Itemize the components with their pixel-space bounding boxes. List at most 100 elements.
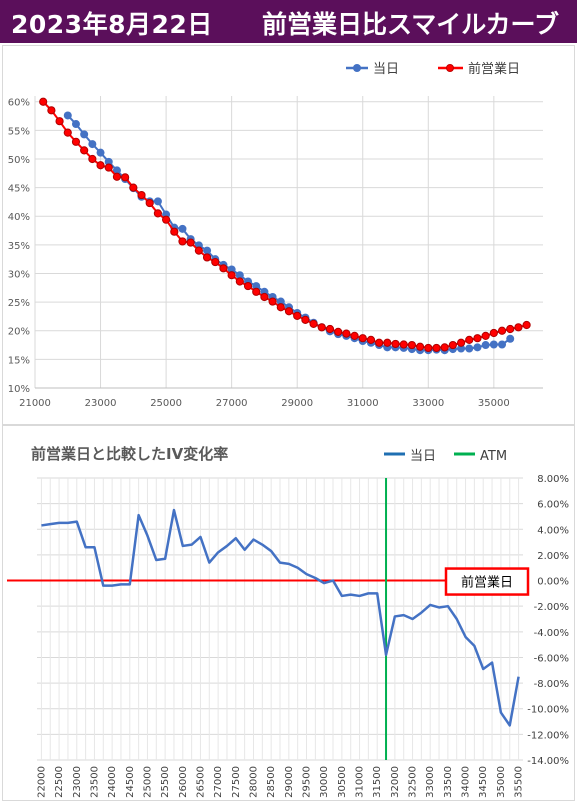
today-point <box>96 148 105 157</box>
smile-x-tick-label: 23000 <box>85 398 117 409</box>
smile-curve-panel: 10% 15% 20% 25% 30% 35% 40% 45% 50% 55% 60% 21000 2… <box>2 45 575 425</box>
prev-day-point <box>358 334 367 343</box>
prev-day-point <box>88 154 97 164</box>
iv-lines <box>7 478 523 760</box>
smile-y-tick-label: 10% <box>8 384 30 395</box>
today-point <box>465 344 474 353</box>
iv-x-tick-label: 23000 <box>72 766 83 798</box>
prev-day-point <box>129 183 138 192</box>
today-point <box>63 111 72 120</box>
iv-y-tick-label: -4.00% <box>534 628 569 639</box>
smile-legend: 当日 前営業日 <box>346 61 520 77</box>
prev-day-point <box>366 335 376 345</box>
iv-y-tick-label: 6.00% <box>537 500 569 511</box>
iv-x-tick-label: 35000 <box>496 766 507 798</box>
iv-x-tick-label: 28500 <box>266 766 277 798</box>
smile-y-tick-label: 45% <box>8 184 30 195</box>
smile-curve-chart: 10%15%20%25%30%35%40%45%50%55%60% 21000 2… <box>8 61 543 409</box>
prev-day-point <box>448 340 457 350</box>
prev-day-point <box>112 172 122 181</box>
iv-x-tick-label: 34000 <box>461 766 472 798</box>
iv-x-tick-label: 24500 <box>125 766 136 798</box>
today-point <box>481 341 490 350</box>
today-point <box>88 140 97 149</box>
prev-day-point <box>375 338 384 347</box>
iv-y-tick-label: -6.00% <box>534 653 569 664</box>
iv-x-tick-label: 27000 <box>213 766 224 798</box>
iv-y-tick-label: -14.00% <box>527 756 569 767</box>
smile-x-ticks: 21000 23000 25000 27000 29000 31000 33000 35000 <box>19 398 510 409</box>
prev-day-label-box <box>444 567 530 596</box>
iv-x-tick-label: 22500 <box>54 766 65 798</box>
prev-day-point <box>63 128 72 137</box>
smile-x-tick-label: 31000 <box>347 398 379 409</box>
iv-x-tick-label: 26000 <box>178 766 189 798</box>
smile-y-tick-label: 60% <box>8 98 30 109</box>
prev-day-point <box>235 277 244 286</box>
iv-x-tick-label: 30500 <box>337 766 348 798</box>
prev-day-point <box>186 238 195 247</box>
today-point <box>489 340 498 349</box>
iv-chart-title: 前営業日と比較したIV変化率 <box>31 445 228 463</box>
iv-change-panel: 前営業日と比較したIV変化率 当日 ATM 8.00% 6.00% 4.00% 2.0… <box>2 425 575 801</box>
smile-y-tick-label: 55% <box>8 126 30 137</box>
prev-day-point <box>383 338 392 347</box>
legend-prev-label: 前営業日 <box>468 61 520 77</box>
prev-day-point <box>284 307 294 316</box>
prev-day-point <box>55 117 64 126</box>
today-point <box>276 297 285 306</box>
prev-day-point <box>104 163 113 172</box>
iv-x-tick-label: 23500 <box>89 766 100 798</box>
today-point <box>153 197 162 206</box>
iv-x-tick-label: 22000 <box>36 766 47 798</box>
prev-day-point <box>334 327 343 336</box>
prev-day-point <box>440 343 449 352</box>
smile-y-tick-label: 30% <box>8 269 30 280</box>
iv-y-tick-label: 0.00% <box>537 577 569 588</box>
today-point <box>178 224 187 233</box>
today-point <box>498 340 507 349</box>
prev-day-point <box>432 343 441 353</box>
today-point <box>506 334 515 343</box>
prev-day-point <box>137 190 146 200</box>
prev-day-series-line <box>42 101 527 349</box>
smile-x-tick-label: 33000 <box>412 398 444 409</box>
iv-y-tick-label: -12.00% <box>527 730 569 741</box>
iv-change-chart: 前営業日と比較したIV変化率 当日 ATM 8.00% 6.00% 4.00% 2.0… <box>7 445 569 798</box>
prev-day-point <box>153 209 163 218</box>
iv-x-tick-label: 25500 <box>160 766 171 798</box>
header-bar: 2023年8月22日 前営業日比スマイルカーブ <box>0 0 577 43</box>
prev-day-point <box>260 292 269 302</box>
today-point <box>473 343 482 352</box>
today-point <box>104 157 113 166</box>
smile-series <box>39 97 531 355</box>
iv-x-tick-label: 29500 <box>302 766 313 798</box>
prev-day-point <box>489 328 498 338</box>
smile-y-tick-label: 35% <box>8 241 30 252</box>
smile-y-tick-label: 50% <box>8 155 30 166</box>
prev-day-point <box>424 343 433 353</box>
legend-today-label: 当日 <box>373 62 399 77</box>
today-point <box>227 265 236 274</box>
iv-x-tick-label: 32000 <box>390 766 401 798</box>
prev-day-point <box>39 97 48 106</box>
iv-x-tick-label: 30000 <box>319 766 330 798</box>
prev-day-point <box>96 161 105 170</box>
prev-day-point <box>161 215 171 224</box>
iv-x-tick-label: 26500 <box>195 766 206 798</box>
iv-y-tick-label: 8.00% <box>537 474 569 485</box>
smile-y-tick-label: 25% <box>8 298 30 309</box>
iv-x-tick-label: 28000 <box>248 766 259 798</box>
iv-x-tick-label: 31500 <box>372 766 383 798</box>
iv-y-tick-label: -8.00% <box>534 679 569 690</box>
prev-day-point <box>407 340 417 350</box>
prev-day-point <box>80 146 89 155</box>
iv-y-tick-label: -2.00% <box>534 602 569 613</box>
iv-x-tick-label: 34500 <box>478 766 489 798</box>
iv-x-tick-label: 31000 <box>355 766 366 798</box>
prev-day-point <box>399 340 408 349</box>
iv-x-tick-label: 33500 <box>443 766 454 798</box>
smile-gridlines <box>34 96 543 389</box>
prev-day-point <box>473 334 482 343</box>
smile-y-tick-label: 15% <box>8 355 30 366</box>
